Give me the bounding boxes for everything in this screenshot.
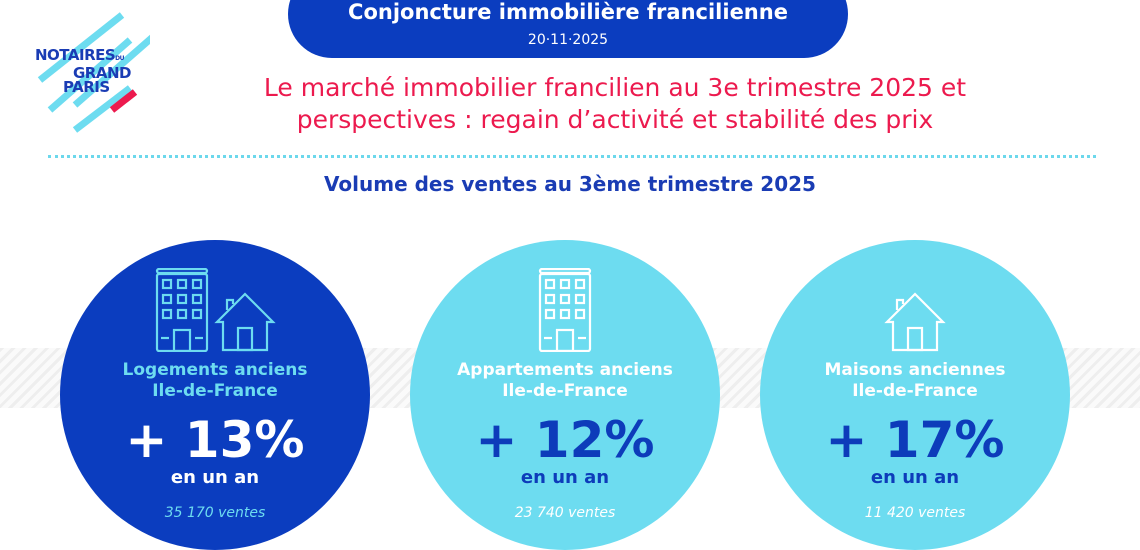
section-title: Volume des ventes au 3ème trimestre 2025 <box>324 172 816 196</box>
card-label: Appartements anciens <box>457 360 673 380</box>
card-region: Ile-de-France <box>502 381 628 401</box>
card-percent: + 17% <box>825 411 1005 469</box>
card-period: en un an <box>520 467 610 488</box>
house-icon <box>884 292 946 352</box>
card-icons <box>60 262 370 352</box>
card-period: en un an <box>170 467 260 488</box>
logo-text: PARIS <box>63 78 110 96</box>
dotted-divider <box>48 155 1096 158</box>
header-banner: Conjoncture immobilière francilienne 20·… <box>288 0 848 58</box>
logo: NOTAIRESDU GRAND PARIS <box>30 10 158 135</box>
card-label: Maisons anciennes <box>824 360 1006 380</box>
logo-stripes <box>37 12 158 133</box>
building-icon <box>538 268 592 352</box>
headline: Le marché immobilier francilien au 3e tr… <box>160 72 1070 136</box>
logo-text: GRAND <box>73 64 131 82</box>
card-icons <box>760 262 1070 352</box>
card-period: en un an <box>870 467 960 488</box>
card-label: Logements anciens <box>122 360 308 380</box>
card-maisons: Maisons anciennes Ile-de-France + 17% en … <box>760 240 1070 550</box>
card-region: Ile-de-France <box>152 381 278 401</box>
header-title: Conjoncture immobilière francilienne <box>348 0 788 24</box>
card-count: 23 740 ventes <box>514 505 616 521</box>
header-date: 20·11·2025 <box>527 32 609 48</box>
card-logements: Logements anciens Ile-de-France + 13% en … <box>60 240 370 550</box>
house-icon <box>214 292 276 352</box>
card-percent: + 12% <box>475 411 655 469</box>
headline-line: perspectives : regain d’activité et stab… <box>296 105 934 134</box>
headline-line: Le marché immobilier francilien au 3e tr… <box>263 73 967 102</box>
card-appartements: Appartements anciens Ile-de-France + 12% … <box>410 240 720 550</box>
card-percent: + 13% <box>125 411 305 469</box>
logo-text: DU <box>115 55 125 62</box>
card-icons <box>410 262 720 352</box>
card-count: 11 420 ventes <box>864 505 966 521</box>
building-icon <box>155 268 209 352</box>
logo-text: NOTAIRES <box>35 46 116 64</box>
card-region: Ile-de-France <box>852 381 978 401</box>
card-count: 35 170 ventes <box>164 505 266 521</box>
